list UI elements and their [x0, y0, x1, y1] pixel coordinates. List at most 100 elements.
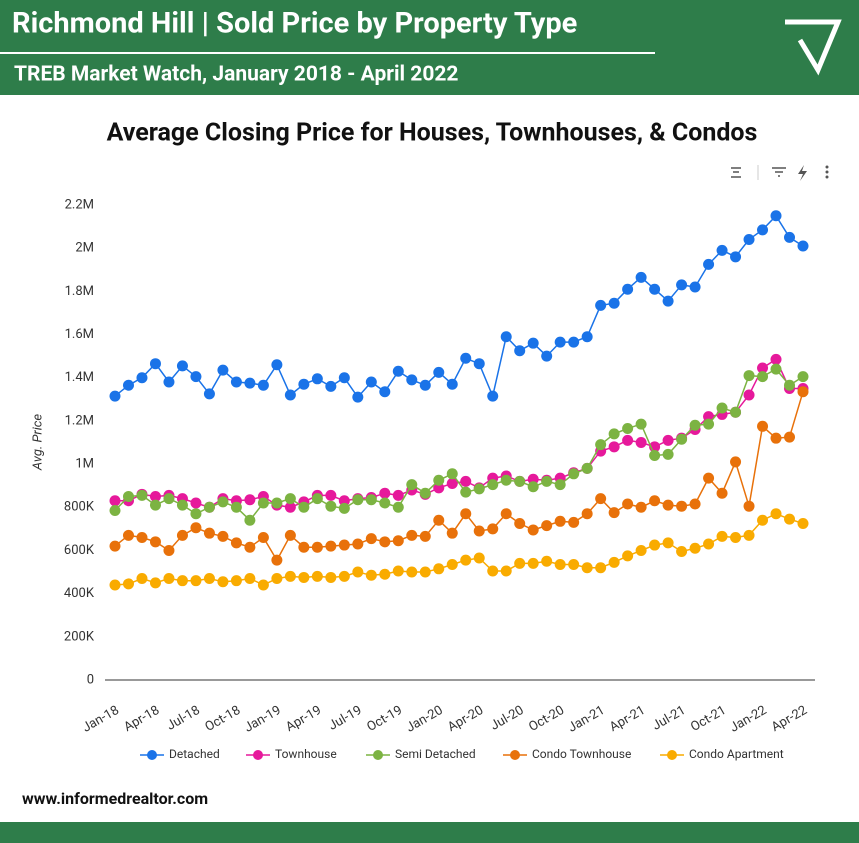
data-point — [257, 532, 269, 543]
series-line — [114, 214, 804, 399]
chart-title: Average Closing Price for Houses, Townho… — [107, 119, 758, 148]
data-point — [446, 468, 458, 480]
data-point — [433, 482, 445, 494]
data-point — [608, 441, 620, 453]
data-point — [109, 579, 121, 591]
data-point — [190, 497, 202, 509]
data-point — [338, 539, 350, 551]
data-point — [311, 493, 323, 505]
data-point — [649, 495, 661, 507]
data-point — [500, 474, 512, 486]
data-point — [271, 573, 283, 585]
toolbar — [731, 165, 829, 181]
data-point — [190, 508, 202, 520]
y-tick-label: 600K — [64, 543, 95, 558]
data-point — [770, 210, 782, 222]
data-point — [379, 536, 391, 548]
data-point — [635, 437, 647, 448]
header-title: Richmond Hill | Sold Price by Property T… — [12, 7, 577, 41]
data-point — [527, 524, 539, 536]
data-point — [527, 473, 539, 485]
menu-icon[interactable] — [825, 165, 829, 169]
series-line — [114, 512, 804, 586]
data-point — [500, 508, 512, 520]
legend-marker — [510, 750, 520, 760]
legend-label: Detached — [169, 747, 220, 761]
y-tick-label: 1.2M — [65, 413, 94, 428]
data-point — [622, 550, 634, 562]
data-point — [379, 487, 391, 499]
insights-icon[interactable] — [798, 165, 807, 181]
data-point — [149, 490, 161, 502]
data-point — [757, 371, 769, 383]
y-tick-label: 1.8M — [65, 284, 94, 299]
series-line — [114, 391, 804, 562]
data-point — [473, 483, 485, 495]
data-point — [608, 507, 620, 519]
data-point — [311, 541, 323, 553]
data-point — [784, 431, 796, 443]
data-point — [554, 515, 566, 527]
data-point — [716, 530, 728, 542]
menu-icon[interactable] — [825, 175, 829, 179]
data-point — [514, 345, 526, 357]
menu-icon[interactable] — [825, 170, 829, 174]
data-point — [649, 449, 661, 461]
data-point — [446, 378, 458, 390]
data-point — [203, 388, 215, 400]
data-point — [595, 493, 607, 505]
data-point — [689, 419, 701, 431]
data-point — [581, 462, 593, 474]
data-point — [757, 362, 769, 374]
data-point — [527, 557, 539, 569]
data-point — [325, 571, 337, 583]
data-point — [770, 353, 782, 365]
data-point — [365, 569, 377, 581]
data-point — [122, 490, 134, 502]
data-point — [136, 372, 148, 384]
data-point — [149, 358, 161, 370]
data-point — [797, 240, 809, 252]
data-point — [581, 508, 593, 520]
data-point — [406, 479, 418, 491]
data-point — [433, 366, 445, 378]
data-point — [554, 558, 566, 570]
logo — [785, 19, 842, 76]
data-point — [649, 539, 661, 551]
data-point — [514, 475, 526, 487]
data-point — [284, 570, 296, 582]
data-point — [392, 365, 404, 377]
data-point — [460, 554, 472, 566]
data-point — [190, 575, 202, 587]
data-point — [608, 428, 620, 440]
data-point — [703, 418, 715, 430]
data-point — [271, 359, 283, 371]
data-point — [487, 565, 499, 577]
data-point — [608, 297, 620, 309]
data-point — [541, 475, 553, 487]
data-point — [662, 448, 674, 460]
data-point — [433, 474, 445, 486]
data-point — [446, 558, 458, 570]
data-point — [649, 283, 661, 295]
data-point — [311, 373, 323, 385]
data-point — [244, 573, 256, 585]
sort-icon[interactable] — [731, 167, 741, 178]
data-point — [514, 557, 526, 569]
data-point — [568, 516, 580, 528]
data-point — [622, 283, 634, 295]
filter-icon[interactable] — [772, 167, 786, 177]
data-point — [635, 418, 647, 430]
data-point — [703, 258, 715, 270]
header-banner — [0, 0, 859, 95]
data-point — [230, 501, 242, 513]
data-point — [541, 555, 553, 567]
data-point — [757, 224, 769, 236]
data-point — [730, 456, 742, 468]
data-point — [109, 495, 121, 507]
data-point — [554, 479, 566, 491]
data-point — [136, 532, 148, 543]
y-tick-label: 400K — [64, 586, 95, 601]
data-point — [176, 499, 188, 511]
data-point — [595, 299, 607, 311]
